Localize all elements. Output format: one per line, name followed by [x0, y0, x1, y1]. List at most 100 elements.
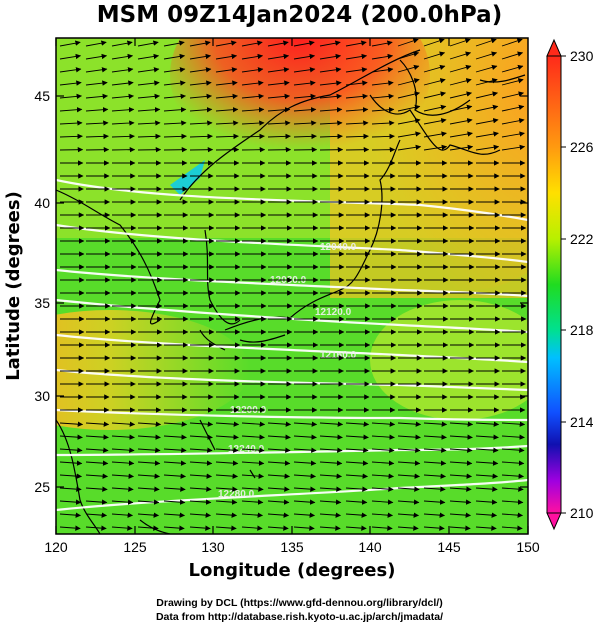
wind-vector-arrow — [215, 499, 238, 505]
wind-vector-arrow — [397, 78, 420, 86]
wind-vector-arrow — [293, 525, 315, 531]
wind-vector-arrow — [397, 486, 420, 492]
wind-vector-arrow — [267, 525, 289, 531]
wind-vector-arrow — [137, 80, 160, 86]
wind-vector-arrow — [397, 421, 422, 427]
wind-vector-arrow — [423, 499, 446, 505]
y-tick-label: 40 — [34, 195, 50, 211]
wind-vector-arrow — [397, 525, 419, 531]
wind-vector-arrow — [215, 434, 239, 440]
wind-vector-arrow — [371, 512, 394, 518]
wind-vector-arrow — [267, 512, 290, 518]
wind-vector-arrow — [423, 447, 447, 453]
x-tick-label: 140 — [358, 539, 382, 555]
wind-vector-arrow — [59, 107, 83, 113]
wind-vector-arrow — [189, 67, 212, 73]
wind-vector-arrow — [397, 473, 420, 479]
wind-vector-arrow — [215, 80, 238, 86]
wind-vector-arrow — [319, 512, 342, 518]
wind-vector-arrow — [319, 525, 341, 531]
wind-vector-arrow — [163, 421, 188, 427]
wind-vector-arrow — [189, 486, 212, 492]
wind-vector-arrow — [345, 93, 369, 100]
wind-vector-arrow — [85, 499, 108, 505]
x-tick-label: 135 — [280, 539, 304, 555]
wind-vector-arrow — [111, 40, 133, 47]
wind-vector-arrow — [137, 499, 160, 505]
wind-vector-arrow — [371, 421, 396, 427]
wind-vector-arrow — [475, 512, 498, 518]
y-tick-labels: 25 30 35 40 45 — [34, 88, 50, 495]
wind-vector-arrow — [501, 64, 524, 73]
wind-vector-arrow — [423, 512, 446, 518]
wind-vector-arrow — [449, 525, 471, 531]
wind-vector-arrow — [137, 525, 159, 531]
wind-vector-arrow — [449, 78, 472, 86]
wind-vector-arrow — [475, 473, 498, 479]
wind-vector-arrow — [163, 107, 187, 113]
wind-vector-arrow — [85, 93, 109, 100]
wind-vector-arrow — [241, 80, 264, 86]
wind-vector-arrow — [241, 486, 264, 492]
wind-vector-arrow — [475, 78, 498, 86]
wind-vector-arrow — [137, 447, 161, 453]
colorbar-tick-label: 230 — [570, 48, 594, 64]
y-tick-label: 45 — [34, 88, 50, 104]
wind-vector-arrow — [449, 434, 473, 440]
wind-vector-arrow — [59, 80, 82, 86]
wind-vector-arrow — [319, 40, 341, 47]
wind-vector-arrow — [475, 104, 499, 112]
wind-vector-arrow — [215, 120, 239, 126]
wind-vector-arrow — [215, 486, 238, 492]
wind-vector-arrow — [111, 421, 136, 427]
wind-vector-arrow — [267, 486, 290, 492]
wind-vector-arrow — [449, 144, 474, 151]
wind-vector-arrow — [215, 40, 237, 47]
wind-vector-arrow — [267, 107, 291, 113]
wind-vector-arrow — [397, 434, 421, 440]
wind-vector-arrow — [397, 118, 421, 125]
wind-vector-arrow — [371, 40, 393, 47]
wind-vector-arrow — [137, 460, 161, 466]
footer-credit-drawing: Drawing by DCL (https://www.gfd-dennou.o… — [156, 597, 443, 609]
temperature-field: 12200.0 12240.0 12280.0 12040.0 12080.0 … — [56, 38, 528, 534]
wind-vector-arrow — [189, 447, 213, 453]
wind-vector-arrow — [397, 499, 420, 505]
wind-vector-arrow — [319, 434, 343, 440]
wind-vector-arrow — [163, 67, 186, 73]
wind-vector-arrow — [371, 133, 395, 140]
wind-vector-arrow — [189, 107, 213, 113]
wind-vector-arrow — [111, 120, 135, 126]
wind-vector-arrow — [215, 512, 238, 518]
wind-vector-arrow — [163, 512, 186, 518]
wind-vector-arrow — [501, 131, 525, 138]
wind-vector-arrow — [85, 486, 108, 492]
wind-vector-arrow — [449, 486, 472, 492]
wind-vector-arrow — [111, 434, 135, 440]
wind-vector-arrow — [371, 473, 394, 479]
wind-vector-arrow — [501, 421, 526, 427]
wind-vector-arrow — [267, 460, 291, 466]
wind-vector-arrow — [85, 67, 108, 73]
wind-vector-arrow — [423, 91, 447, 99]
wind-vector-arrow — [293, 53, 316, 60]
wind-vector-arrow — [397, 131, 421, 138]
wind-vector-arrow — [345, 120, 369, 126]
wind-vector-arrow — [423, 434, 447, 440]
wind-vector-arrow — [501, 512, 524, 518]
wind-vector-arrow — [267, 80, 290, 86]
wind-vector-arrow — [397, 447, 421, 453]
colorbar-tick-labels: 230 226 222 218 214 210 — [570, 48, 594, 521]
wind-vector-arrow — [293, 107, 317, 113]
wind-vector-arrow — [319, 473, 342, 479]
wind-vector-arrow — [345, 80, 368, 86]
wind-vector-arrow — [423, 460, 447, 466]
wind-vector-arrow — [189, 133, 213, 140]
wind-vector-arrow — [85, 133, 109, 140]
wind-vector-arrow — [85, 473, 108, 479]
wind-vector-arrow — [371, 486, 394, 492]
wind-vector-arrow — [189, 93, 213, 100]
wind-vector-arrow — [423, 51, 446, 60]
wind-vector-arrow — [85, 80, 108, 86]
wind-vector-arrow — [267, 93, 291, 100]
